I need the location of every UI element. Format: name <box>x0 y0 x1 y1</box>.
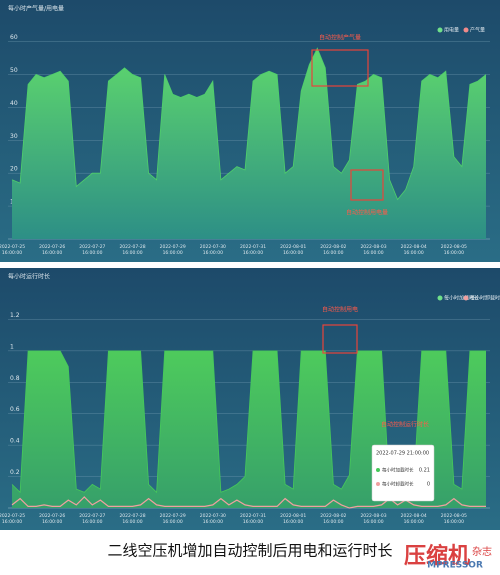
legend-label: 每小时加载时长 <box>444 295 479 302</box>
area-fill <box>12 350 486 508</box>
tooltip-marker <box>376 468 380 472</box>
x-tick-label: 2022-08-02 16:00:00 <box>320 513 346 525</box>
x-tick-label: 2022-07-29 16:00:00 <box>160 244 186 256</box>
x-tick-label: 2022-07-25 16:00:00 <box>0 513 25 525</box>
legend-marker <box>463 27 469 33</box>
annotation: 自动控制产气量 <box>319 34 361 42</box>
y-tick-label: 40 <box>10 100 18 107</box>
y-tick-label: 0.2 <box>10 469 20 476</box>
x-tick-label: 2022-07-30 16:00:00 <box>200 513 226 525</box>
x-tick-label: 2022-08-05 16:00:00 <box>441 244 467 256</box>
legend-label: 产气量 <box>470 27 485 34</box>
tooltip-value: 0 <box>427 482 430 488</box>
highlight-box <box>322 324 358 354</box>
y-tick-label: 50 <box>10 67 18 74</box>
tooltip-label: 每小时加载时长 <box>382 467 414 474</box>
x-tick-label: 2022-07-31 16:00:00 <box>240 244 266 256</box>
caption: 二线空压机增加自动控制后用电和运行时长 <box>107 542 392 560</box>
x-tick-label: 2022-08-03 16:00:00 <box>360 513 386 525</box>
x-tick-label: 2022-07-29 16:00:00 <box>160 513 186 525</box>
legend-label: 每小时卸载时长 <box>470 295 500 302</box>
legend-marker <box>437 27 443 33</box>
legend-marker <box>463 295 469 301</box>
x-tick-label: 2022-08-04 16:00:00 <box>401 244 427 256</box>
x-tick-label: 2022-07-31 16:00:00 <box>240 513 266 525</box>
legend-label: 用电量 <box>444 27 459 34</box>
tooltip-marker <box>376 482 380 486</box>
chart-title: 每小时产气量/用电量 <box>8 5 64 13</box>
highlight-box <box>350 169 384 201</box>
x-tick-label: 2022-08-01 16:00:00 <box>280 244 306 256</box>
x-tick-label: 2022-08-01 16:00:00 <box>280 513 306 525</box>
y-tick-label: 0.4 <box>10 438 20 445</box>
annotation: 自动控制用电 <box>322 306 358 314</box>
x-tick-label: 2022-07-30 16:00:00 <box>200 244 226 256</box>
watermark: 杂志 <box>472 545 492 558</box>
y-tick-label: 1 <box>10 343 14 350</box>
annotation: 自动控制运行时长 <box>381 421 429 429</box>
series-line <box>11 47 487 201</box>
legend-marker <box>437 295 443 301</box>
x-tick-label: 2022-08-05 16:00:00 <box>441 513 467 525</box>
tooltip-value: 0.21 <box>419 468 430 474</box>
highlight-box <box>311 49 369 87</box>
y-tick-label: 0.6 <box>10 406 20 413</box>
x-tick-label: 2022-07-28 16:00:00 <box>119 244 145 256</box>
x-tick-label: 2022-07-26 16:00:00 <box>39 244 65 256</box>
chart-title: 每小时运行时长 <box>8 273 50 281</box>
x-tick-label: 2022-07-27 16:00:00 <box>79 244 105 256</box>
y-tick-label: 20 <box>10 166 18 173</box>
tooltip-label: 每小时卸载时长 <box>382 481 414 488</box>
y-tick-label: 60 <box>10 34 18 41</box>
x-tick-label: 2022-08-03 16:00:00 <box>360 244 386 256</box>
x-tick-label: 2022-08-02 16:00:00 <box>320 244 346 256</box>
y-tick-label: 1.2 <box>10 312 20 319</box>
tooltip-title: 2022-07-29 21:00:00 <box>376 451 429 457</box>
tooltip <box>371 444 435 502</box>
x-tick-label: 2022-07-25 16:00:00 <box>0 244 25 256</box>
watermark: MPRESSOR <box>427 561 483 571</box>
y-tick-label: 30 <box>10 133 18 140</box>
x-tick-label: 2022-08-04 16:00:00 <box>401 513 427 525</box>
x-tick-label: 2022-07-28 16:00:00 <box>119 513 145 525</box>
area-fill <box>12 48 486 240</box>
x-tick-label: 2022-07-26 16:00:00 <box>39 513 65 525</box>
x-tick-label: 2022-07-27 16:00:00 <box>79 513 105 525</box>
watermark: 压缩机 <box>404 543 470 569</box>
y-tick-label: 0.8 <box>10 375 20 382</box>
annotation: 自动控制用电量 <box>346 209 388 217</box>
